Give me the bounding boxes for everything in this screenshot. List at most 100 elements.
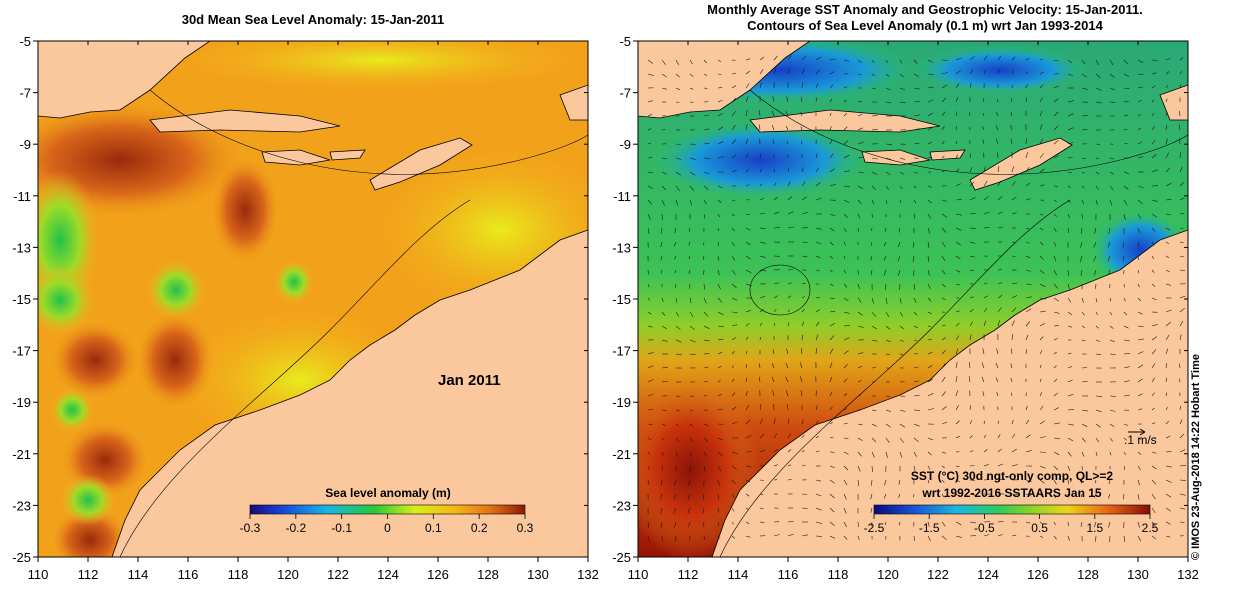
- velocity-vector: [801, 434, 805, 439]
- velocity-vector: [759, 296, 765, 299]
- velocity-vector: [857, 157, 864, 159]
- velocity-vector: [843, 465, 849, 471]
- velocity-vector: [843, 126, 848, 131]
- velocity-vector: [717, 126, 724, 131]
- velocity-vector: [815, 197, 822, 201]
- velocity-vector: [899, 199, 902, 203]
- velocity-vector: [759, 198, 764, 201]
- velocity-vector: [899, 185, 903, 190]
- velocity-vector: [1053, 521, 1056, 526]
- velocity-vector: [1025, 269, 1031, 272]
- velocity-vector: [955, 348, 959, 355]
- velocity-vector: [661, 269, 663, 274]
- velocity-vector: [1165, 85, 1168, 89]
- sst-colorbar: [873, 504, 1151, 515]
- velocity-vector: [871, 185, 876, 190]
- velocity-vector: [661, 171, 668, 175]
- velocity-vector: [969, 82, 972, 89]
- colorbar-tick-label: 0.5: [1031, 521, 1048, 535]
- velocity-vector: [997, 195, 1003, 201]
- velocity-vector: [758, 376, 761, 383]
- lat-tick-label: -7: [19, 86, 31, 101]
- velocity-vector: [745, 419, 751, 425]
- velocity-vector: [647, 451, 651, 455]
- velocity-vector: [997, 69, 1000, 75]
- velocity-vector: [1137, 100, 1142, 103]
- lat-tick-label: -13: [612, 240, 631, 255]
- velocity-vector: [1025, 283, 1032, 285]
- velocity-vector: [1025, 84, 1028, 89]
- velocity-vector: [899, 423, 906, 428]
- lat-tick-label: -9: [619, 137, 631, 152]
- lat-tick-label: -21: [612, 447, 631, 462]
- velocity-vector: [1179, 507, 1186, 510]
- velocity-vector: [927, 351, 933, 355]
- velocity-vector: [647, 59, 654, 64]
- velocity-vector: [1151, 377, 1155, 383]
- velocity-vector: [800, 348, 803, 355]
- velocity-vector: [688, 241, 691, 246]
- velocity-vector: [703, 87, 708, 89]
- velocity-vector: [941, 84, 948, 89]
- velocity-vector: [995, 377, 999, 383]
- velocity-vector: [1123, 423, 1129, 426]
- velocity-vector: [1025, 405, 1028, 411]
- velocity-vector: [1011, 419, 1014, 425]
- velocity-vector: [717, 380, 721, 383]
- velocity-vector: [843, 112, 848, 117]
- velocity-vector: [1179, 433, 1185, 439]
- velocity-vector: [1137, 73, 1144, 75]
- velocity-vector: [982, 126, 985, 131]
- velocity-vectors: [647, 55, 1186, 543]
- velocity-vector: [745, 58, 751, 61]
- velocity-vector: [785, 111, 789, 117]
- velocity-vector: [773, 464, 778, 467]
- velocity-vector: [913, 297, 917, 304]
- velocity-vector: [1095, 283, 1097, 289]
- velocity-vector: [689, 171, 696, 176]
- velocity-vector: [675, 157, 682, 160]
- velocity-vector: [801, 308, 805, 313]
- velocity-vector: [1025, 308, 1032, 313]
- velocity-vector: [1123, 143, 1128, 145]
- velocity-vector: [884, 227, 887, 232]
- velocity-vector: [647, 423, 653, 426]
- velocity-vector: [996, 112, 999, 117]
- velocity-vector: [941, 376, 946, 383]
- velocity-vector: [745, 435, 752, 439]
- velocity-vector: [1025, 198, 1031, 201]
- velocity-vector: [661, 366, 668, 369]
- velocity-vector: [815, 56, 822, 61]
- velocity-vector: [1081, 59, 1086, 65]
- velocity-vector: [1179, 110, 1181, 117]
- velocity-vector: [1025, 138, 1027, 145]
- lon-tick-label: 112: [78, 567, 99, 582]
- velocity-vector: [1165, 58, 1171, 61]
- velocity-vector: [941, 126, 945, 131]
- velocity-vector: [1025, 152, 1028, 159]
- colorbar-tick-label: 0.3: [517, 521, 534, 535]
- velocity-vector: [1095, 409, 1102, 413]
- velocity-vector: [801, 534, 808, 537]
- velocity-vector: [745, 390, 748, 397]
- velocity-vector: [1165, 309, 1172, 313]
- velocity-vector: [1053, 283, 1059, 289]
- velocity-vector: [1137, 241, 1140, 247]
- velocity-vector: [745, 255, 751, 260]
- velocity-vector: [913, 59, 918, 64]
- velocity-vector: [773, 323, 776, 327]
- left-map-axes: 110 112 114 116 118 120 122 124 126 128 130 132 -5 -7…: [12, 34, 599, 582]
- velocity-vector: [1053, 378, 1058, 383]
- velocity-vector: [745, 322, 750, 327]
- velocity-vector: [647, 73, 654, 76]
- velocity-vector: [1179, 166, 1183, 173]
- velocity-vector: [843, 393, 848, 397]
- velocity-vector: [829, 168, 835, 173]
- velocity-vector: [1151, 521, 1156, 527]
- velocity-vector: [870, 507, 873, 513]
- velocity-vector: [773, 448, 778, 453]
- velocity-vector: [1137, 185, 1144, 189]
- velocity-vector: [1179, 363, 1181, 369]
- velocity-vector: [969, 308, 974, 313]
- velocity-vector: [731, 406, 737, 411]
